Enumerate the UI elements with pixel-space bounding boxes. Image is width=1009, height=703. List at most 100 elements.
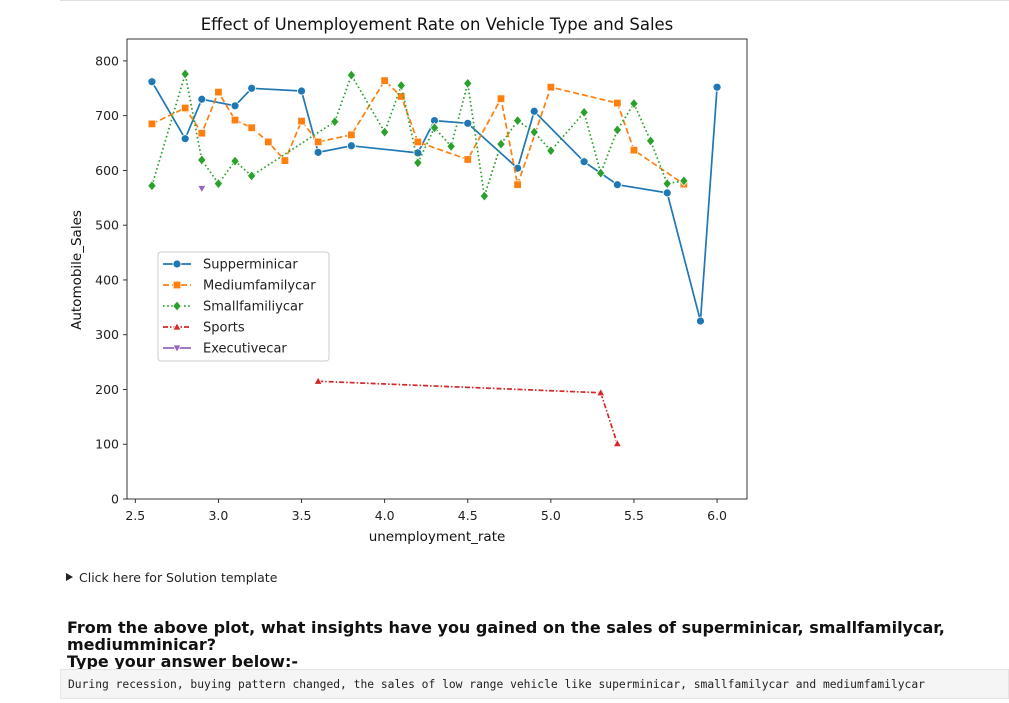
chart: Effect of Unemployement Rate on Vehicle …: [69, 15, 748, 545]
x-tick-label: 4.0: [375, 508, 395, 523]
legend-label-executivecar: Executivecar: [203, 342, 287, 357]
data-point: [529, 106, 539, 116]
data-point: [696, 316, 705, 326]
data-point: [297, 86, 306, 96]
data-point: [379, 126, 390, 138]
data-point: [496, 94, 506, 103]
data-point: [612, 438, 623, 448]
solution-template-toggle[interactable]: Click here for Solution template: [66, 570, 277, 585]
data-point: [230, 115, 240, 125]
legend-label-supperminicar: Supperminicar: [203, 258, 298, 273]
data-point: [147, 119, 157, 129]
data-point: [413, 148, 423, 158]
data-point: [346, 141, 356, 151]
x-tick-label: 5.5: [624, 508, 644, 523]
data-point: [446, 140, 456, 152]
x-tick-label: 2.5: [125, 508, 145, 523]
series-sports: [313, 376, 623, 448]
y-tick-label: 0: [111, 492, 119, 507]
data-point: [429, 122, 440, 134]
data-point: [246, 170, 257, 182]
x-tick-label: 3.0: [208, 508, 228, 523]
data-point: [147, 77, 157, 87]
data-point: [529, 126, 539, 138]
data-point: [612, 124, 623, 136]
legend-marker-smallfamiliycar: [172, 300, 182, 312]
data-point: [413, 157, 423, 169]
legend-marker-supperminicar: [172, 259, 182, 269]
data-point: [213, 177, 224, 190]
plot-area: [126, 38, 748, 500]
data-point: [612, 180, 622, 190]
legend-box: [157, 251, 330, 362]
data-point: [380, 76, 389, 85]
data-point: [297, 116, 306, 126]
y-tick-label: 600: [95, 163, 119, 178]
series-line-mediumfamilycar: [151, 79, 685, 186]
x-tick-label: 6.0: [707, 508, 727, 523]
data-point: [463, 77, 473, 89]
legend-label-sports: Sports: [203, 321, 245, 336]
y-axis-label: Automobile_Sales: [69, 210, 85, 330]
data-point: [197, 94, 207, 104]
data-point: [147, 180, 157, 192]
y-tick-label: 700: [95, 108, 119, 123]
legend-marker-executivecar: [172, 344, 182, 354]
data-point: [596, 387, 606, 397]
data-point: [214, 87, 223, 97]
legend-label-smallfamiliycar: Smallfamiliycar: [203, 300, 304, 315]
data-point: [180, 68, 190, 80]
data-point: [413, 137, 423, 147]
legend-marker-sports: [172, 321, 182, 331]
legend: Supperminicar Mediumfamilycar Smallfamiliy…: [157, 251, 330, 362]
data-point: [662, 177, 672, 190]
data-point: [197, 154, 207, 166]
legend-marker-mediumfamilycar: [172, 280, 182, 290]
data-point: [579, 106, 589, 119]
data-point: [662, 188, 672, 198]
data-point: [629, 145, 639, 155]
answer-cell[interactable]: During recession, buying pattern changed…: [60, 669, 1009, 699]
data-point: [247, 123, 256, 132]
data-point: [513, 180, 522, 189]
answer-text: During recession, buying pattern changed…: [68, 678, 925, 691]
legend-label-mediumfamilycar: Mediumfamilycar: [203, 279, 316, 294]
x-tick-label: 3.5: [292, 508, 312, 523]
data-point: [313, 376, 323, 385]
series-smallfamiliycar: [147, 68, 689, 202]
data-point: [579, 157, 589, 167]
y-tick-label: 200: [95, 382, 119, 397]
data-point: [197, 128, 206, 138]
data-point: [396, 79, 406, 92]
data-point: [463, 155, 472, 164]
data-point: [463, 118, 473, 128]
data-point: [546, 82, 556, 92]
data-point: [280, 156, 290, 165]
series-mediumfamilycar: [147, 76, 689, 189]
data-point: [180, 103, 190, 113]
data-point: [397, 92, 406, 101]
question-line-2: Type your answer below:-: [67, 652, 298, 671]
data-point: [496, 138, 506, 150]
series-line-supperminicar: [151, 81, 718, 322]
data-point: [313, 147, 323, 157]
data-point: [712, 82, 722, 92]
data-point: [546, 145, 556, 157]
x-tick-label: 4.5: [458, 508, 478, 523]
series-line-smallfamiliycar: [151, 73, 684, 198]
data-point: [247, 83, 257, 93]
solution-toggle-label: Click here for Solution template: [79, 570, 278, 585]
x-axis-label: unemployment_rate: [369, 529, 506, 545]
data-point: [679, 175, 689, 187]
chart-title: Effect of Unemployement Rate on Vehicle …: [201, 15, 674, 34]
question-line-1: From the above plot, what insights have …: [67, 618, 945, 654]
data-point: [629, 97, 639, 110]
x-tick-label: 5.0: [541, 508, 561, 523]
data-point: [230, 101, 240, 111]
cell-separator: [60, 0, 1009, 1]
y-tick-label: 100: [95, 437, 119, 452]
data-point: [347, 130, 356, 140]
y-tick-label: 400: [95, 272, 119, 287]
data-point: [613, 98, 622, 108]
data-point: [313, 137, 323, 147]
